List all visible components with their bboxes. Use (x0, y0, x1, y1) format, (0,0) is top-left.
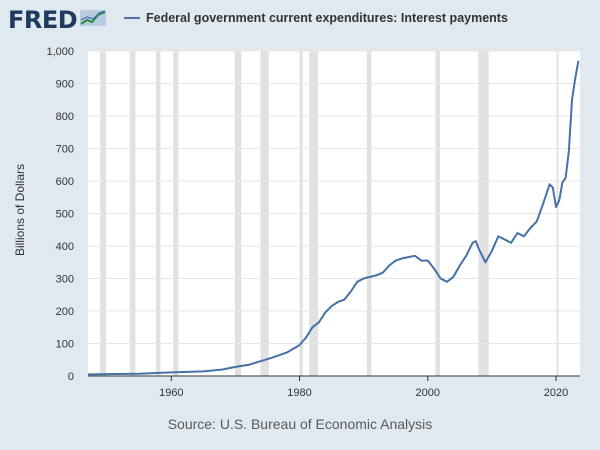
y-tick-label: 0 (68, 371, 74, 383)
fred-logo-text: FRED (8, 6, 78, 34)
y-tick-label: 200 (56, 306, 74, 318)
x-tick-label: 1960 (159, 387, 183, 399)
y-tick-label: 500 (56, 209, 74, 221)
x-tick-label: 2020 (544, 387, 568, 399)
y-tick-label: 700 (56, 144, 74, 156)
y-tick-label: 900 (56, 79, 74, 91)
x-tick-label: 2000 (416, 387, 440, 399)
chart-trend-icon (79, 8, 109, 33)
chart-legend: Federal government current expenditures:… (124, 11, 508, 25)
y-tick-label: 300 (56, 274, 74, 286)
y-tick-label: 100 (56, 339, 74, 351)
legend-label: Federal government current expenditures:… (146, 11, 508, 25)
fred-logo[interactable]: FRED (8, 6, 109, 34)
y-tick-label: 400 (56, 241, 74, 253)
y-tick-label: 600 (56, 176, 74, 188)
legend-swatch (124, 17, 140, 19)
x-tick-label: 1980 (287, 387, 311, 399)
y-tick-label: 800 (56, 111, 74, 123)
series-line (87, 60, 580, 376)
source-note: Source: U.S. Bureau of Economic Analysis (167, 416, 433, 432)
y-tick-label: 1,000 (46, 46, 74, 58)
